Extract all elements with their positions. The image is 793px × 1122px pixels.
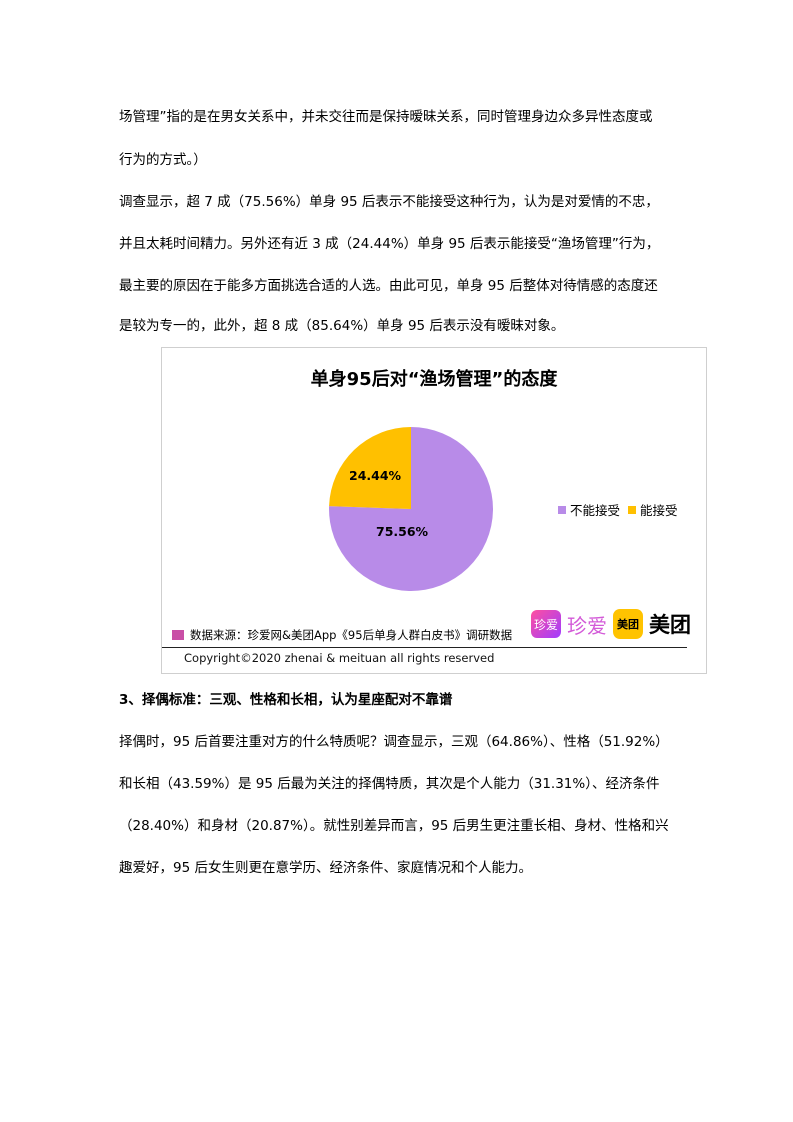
text-line: 是较为专一的，此外，超 8 成（85.64%）单身 95 后表示没有暧昧对象。: [119, 318, 565, 334]
text-line: 行为的方式。）: [119, 152, 207, 168]
text-line: （28.40%）和身材（20.87%）。就性别差异而言，95 后男生更注重长相、…: [119, 818, 669, 834]
meituan-logo-icon: 美团: [613, 609, 643, 639]
text-line: 最主要的原因在于能多方面挑选合适的人选。由此可见，单身 95 后整体对待情感的态…: [119, 278, 658, 294]
legend-label: 能接受: [640, 503, 678, 518]
zhenai-logo-icon: 珍爱: [531, 610, 561, 638]
data-source: 数据来源：珍爱网&美团App《95后单身人群白皮书》调研数据: [172, 627, 512, 643]
text-line: 场管理”指的是在男女关系中，并未交往而是保持暧昧关系，同时管理身边众多异性态度或: [119, 109, 653, 125]
text-line: 调查显示，超 7 成（75.56%）单身 95 后表示不能接受这种行为，认为是对…: [119, 194, 659, 210]
data-label-slice-0: 75.56%: [376, 524, 429, 539]
text-line: 和长相（43.59%）是 95 后最为关注的择偶特质，其次是个人能力（31.31…: [119, 776, 660, 792]
pie-chart: [329, 427, 493, 591]
text-line: 趣爱好，95 后女生则更在意学历、经济条件、家庭情况和个人能力。: [119, 860, 532, 876]
text-line: 择偶时，95 后首要注重对方的什么特质呢？调查显示，三观（64.86%）、性格（…: [119, 734, 669, 750]
pie-chart-figure: 单身95后对“渔场管理”的态度 75.56% 24.44% 不能接受 能接受 珍…: [161, 347, 707, 674]
legend-swatch: [628, 505, 637, 514]
divider: [162, 647, 687, 648]
source-swatch: [172, 630, 184, 640]
text-line: 并且太耗时间精力。另外还有近 3 成（24.44%）单身 95 后表示能接受“渔…: [119, 236, 660, 252]
zhenai-logo-text: 珍爱: [567, 613, 607, 638]
copyright: Copyright©2020 zhenai & meituan all righ…: [184, 651, 495, 665]
legend: 不能接受 能接受: [558, 500, 678, 519]
brand-logos: 珍爱 珍爱 美团 美团: [531, 609, 691, 639]
source-text: 数据来源：珍爱网&美团App《95后单身人群白皮书》调研数据: [190, 628, 513, 642]
legend-swatch: [558, 505, 566, 514]
pie-slice-1: [329, 427, 411, 509]
section-heading: 3、择偶标准：三观、性格和长相，认为星座配对不靠谱: [119, 692, 453, 708]
legend-label: 不能接受: [570, 503, 621, 518]
data-label-slice-1: 24.44%: [349, 468, 402, 483]
meituan-logo-text: 美团: [649, 613, 691, 637]
chart-title: 单身95后对“渔场管理”的态度: [310, 369, 558, 390]
